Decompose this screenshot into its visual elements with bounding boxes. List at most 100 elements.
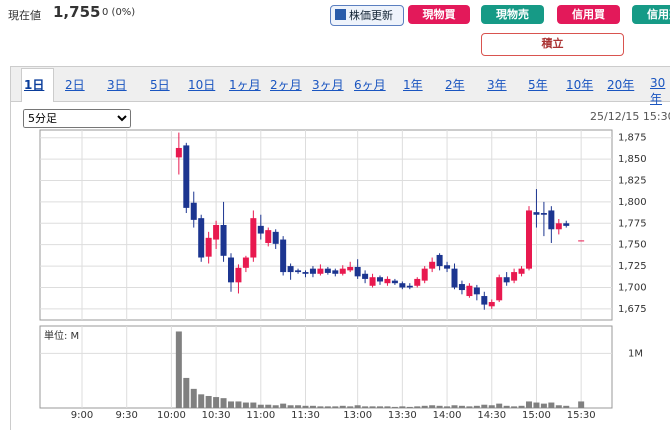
volume-bar <box>555 405 562 408</box>
volume-bar <box>250 402 257 408</box>
x-tick-label: 9:30 <box>115 410 137 421</box>
candle-body <box>190 202 197 220</box>
volume-bar <box>198 394 205 408</box>
candle-body <box>198 218 205 258</box>
volume-bar <box>265 404 272 408</box>
candle-body <box>317 268 324 274</box>
volume-bar <box>190 388 197 408</box>
volume-bar <box>458 405 465 408</box>
candle-body <box>391 280 398 284</box>
volume-bar <box>526 401 532 408</box>
x-tick-label: 14:30 <box>477 410 506 421</box>
candle-body <box>242 257 249 268</box>
refresh-label: 株価更新 <box>349 9 393 22</box>
period-tab[interactable]: 1年 <box>403 78 423 92</box>
volume-bar <box>533 402 540 408</box>
period-tab[interactable]: 1ヶ月 <box>229 78 261 92</box>
candle-body <box>526 210 532 269</box>
x-tick-label: 15:30 <box>567 410 596 421</box>
volume-bar <box>429 405 436 408</box>
x-tick-label: 13:00 <box>343 410 372 421</box>
volume-bar <box>444 406 451 408</box>
volume-bar <box>309 405 316 408</box>
candle-body <box>369 277 376 286</box>
candle-body <box>175 147 182 158</box>
period-tab[interactable]: 3ヶ月 <box>312 78 344 92</box>
period-tab[interactable]: 20年 <box>607 78 635 92</box>
volume-bar <box>377 406 383 408</box>
x-tick-label: 11:30 <box>291 410 320 421</box>
candle-body <box>503 277 510 283</box>
candle-body <box>384 278 391 284</box>
volume-bar <box>421 405 428 408</box>
y2-tick-label: 1M <box>628 348 643 359</box>
volume-bar <box>280 403 287 408</box>
candle-body <box>436 254 443 267</box>
y-tick-label: 1,775 <box>618 218 647 229</box>
volume-bar <box>362 406 369 408</box>
volume-bar <box>302 405 309 408</box>
period-tab[interactable]: 5年 <box>528 78 548 92</box>
volume-bar <box>257 404 264 408</box>
refresh-icon <box>335 9 346 20</box>
candle-body <box>444 265 451 269</box>
cash-buy[interactable]: 現物買 <box>408 5 470 24</box>
period-tab[interactable]: 6ヶ月 <box>354 78 386 92</box>
period-tab[interactable]: 1日 <box>24 78 45 92</box>
volume-bar <box>242 402 249 408</box>
period-tab[interactable]: 10年 <box>566 78 594 92</box>
cash-sell[interactable]: 現物売 <box>481 5 544 24</box>
candle-body <box>555 223 562 230</box>
candle-body <box>451 268 458 288</box>
y-tick-label: 1,800 <box>618 197 647 208</box>
margin-sell[interactable]: 信用売 <box>632 5 670 24</box>
period-tab[interactable]: 30年 <box>650 76 666 106</box>
y-tick-label: 1,700 <box>618 282 647 293</box>
y-tick-label: 1,875 <box>618 133 647 144</box>
period-tab[interactable]: 2年 <box>445 78 465 92</box>
volume-bar <box>436 405 443 408</box>
volume-bar <box>183 377 190 408</box>
volume-bar <box>339 405 346 408</box>
candle-body <box>414 278 421 286</box>
candle-body <box>399 283 406 288</box>
y-tick-label: 1,725 <box>618 261 647 272</box>
volume-bar <box>399 406 406 408</box>
period-tab[interactable]: 2日 <box>65 78 85 92</box>
period-tab[interactable]: 3年 <box>487 78 507 92</box>
x-tick-label: 10:30 <box>202 410 231 421</box>
margin-buy[interactable]: 信用買 <box>557 5 620 24</box>
volume-unit: 単位: M <box>44 329 79 342</box>
volume-bar <box>466 406 473 408</box>
volume-bar <box>578 401 585 408</box>
x-tick-label: 14:00 <box>433 410 462 421</box>
candle-body <box>548 210 555 230</box>
volume-bar <box>391 406 398 408</box>
candle-body <box>377 277 383 282</box>
candle-body <box>362 273 369 279</box>
volume-bar <box>503 405 510 408</box>
volume-bar <box>414 406 421 408</box>
candle-body <box>228 257 234 283</box>
accumulate-button[interactable]: 積立 <box>481 33 624 56</box>
period-tab[interactable]: 3日 <box>107 78 127 92</box>
volume-bar <box>272 405 279 408</box>
volume-bar <box>548 402 555 408</box>
refresh-button[interactable]: 株価更新 <box>330 5 404 26</box>
period-tab[interactable]: 2ヶ月 <box>270 78 302 92</box>
candle-body <box>235 267 242 283</box>
volume-bar <box>228 401 234 408</box>
interval-select[interactable]: 5分足 <box>23 109 131 128</box>
period-tab[interactable]: 5日 <box>150 78 170 92</box>
candle-body <box>578 240 585 242</box>
price-change: 0 (0%) <box>102 7 136 18</box>
tab-bar <box>10 66 670 102</box>
volume-bar <box>324 406 331 408</box>
x-tick-label: 9:00 <box>71 410 93 421</box>
candle-body <box>488 302 495 307</box>
candle-body <box>496 277 503 301</box>
volume-bar <box>511 406 518 408</box>
volume-bar <box>295 405 302 408</box>
volume-bar <box>563 405 570 408</box>
period-tab[interactable]: 10日 <box>188 78 216 92</box>
